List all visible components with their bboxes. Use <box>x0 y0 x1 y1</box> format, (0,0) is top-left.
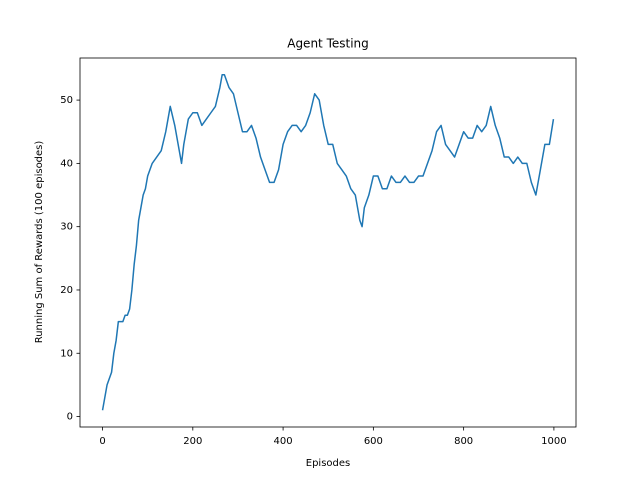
chart-title: Agent Testing <box>287 37 369 51</box>
y-tick-label: 20 <box>60 285 73 296</box>
x-tick-label: 800 <box>454 436 473 447</box>
y-tick-label: 10 <box>60 348 73 359</box>
x-tick-label: 200 <box>183 436 202 447</box>
x-tick-label: 600 <box>364 436 383 447</box>
y-tick-label: 0 <box>67 412 73 423</box>
x-tick-label: 0 <box>99 436 105 447</box>
y-tick-label: 30 <box>60 222 73 233</box>
x-tick-label: 1000 <box>541 436 566 447</box>
y-axis-label: Running Sum of Rewards (100 episodes) <box>34 141 45 344</box>
y-tick-label: 50 <box>60 95 73 106</box>
y-tick-label: 40 <box>60 158 73 169</box>
x-axis-label: Episodes <box>306 458 350 469</box>
plot-frame <box>79 57 577 428</box>
x-tick-label: 400 <box>274 436 293 447</box>
line <box>101 74 555 411</box>
